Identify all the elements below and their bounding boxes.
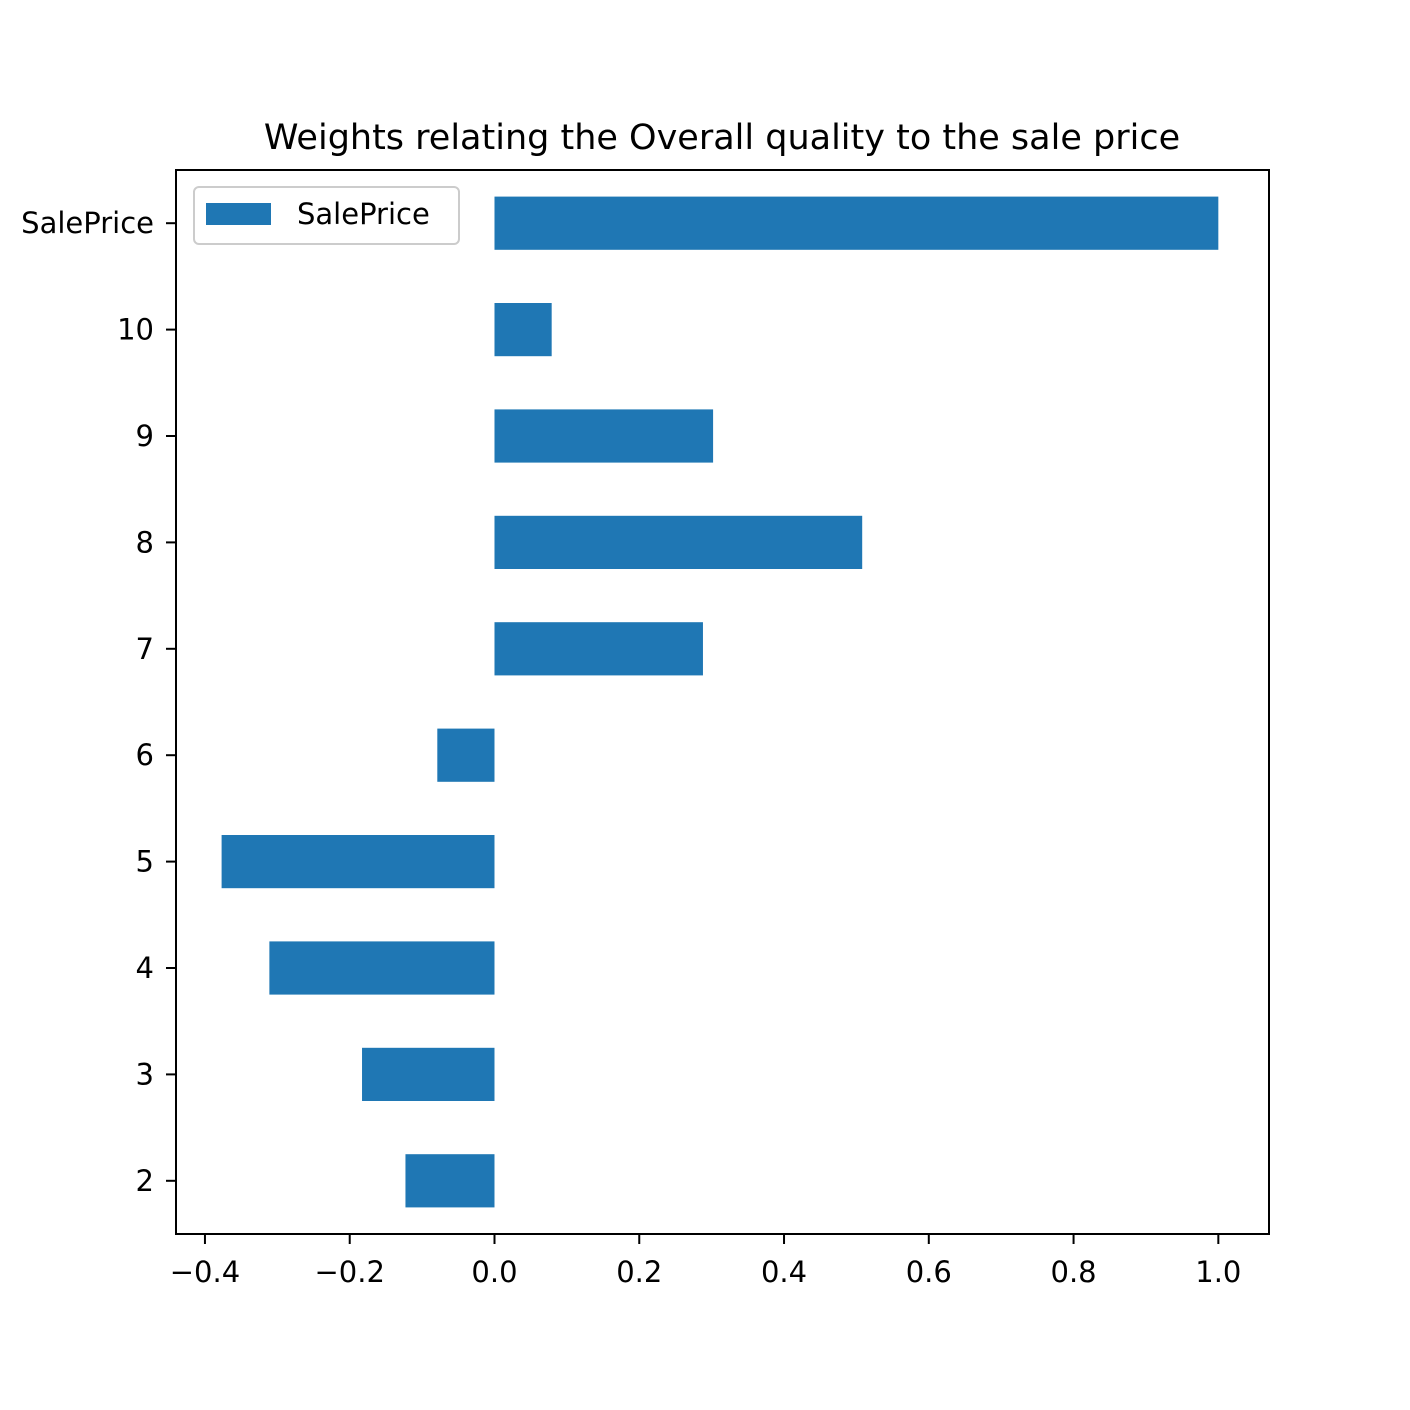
legend: SalePrice [193, 186, 460, 245]
legend-swatch [206, 203, 271, 225]
bar-2 [405, 1154, 495, 1208]
x-axis: −0.4 −0.2 0.0 0.2 0.4 0.6 0.8 1.0 [170, 1234, 1241, 1289]
y-tick-label: 7 [136, 632, 154, 666]
legend-box [193, 186, 460, 245]
bar-8 [494, 515, 863, 569]
bar-6 [437, 728, 495, 782]
y-axis: 2 3 4 5 6 7 8 9 10 SalePrice [21, 206, 176, 1198]
bar-10 [494, 303, 552, 357]
y-tick-label: 10 [117, 313, 154, 347]
legend-label: SalePrice [297, 197, 430, 231]
y-tick-label: SalePrice [21, 206, 154, 240]
x-tick-label: −0.2 [315, 1255, 385, 1289]
y-tick-label: 8 [136, 525, 154, 559]
y-tick-label: 4 [136, 951, 154, 985]
x-tick-label: −0.4 [170, 1255, 240, 1289]
bar-5 [221, 835, 495, 889]
bar-3 [362, 1047, 495, 1101]
bars-layer [221, 196, 1219, 1208]
bar-9 [494, 409, 714, 463]
chart-title: Weights relating the Overall quality to … [264, 118, 1180, 158]
x-tick-label: 0.4 [761, 1255, 807, 1289]
bar-7 [494, 622, 703, 676]
y-tick-label: 9 [136, 419, 154, 453]
y-tick-label: 5 [136, 845, 154, 879]
y-tick-label: 3 [136, 1057, 154, 1091]
y-tick-label: 6 [136, 738, 154, 772]
x-tick-label: 1.0 [1195, 1255, 1241, 1289]
bar-saleprice [494, 196, 1219, 250]
x-tick-label: 0.0 [471, 1255, 517, 1289]
x-tick-label: 0.6 [906, 1255, 952, 1289]
bar-4 [269, 941, 495, 995]
x-tick-label: 0.2 [616, 1255, 662, 1289]
y-tick-label: 2 [136, 1164, 154, 1198]
x-tick-label: 0.8 [1051, 1255, 1097, 1289]
plot-frame [175, 169, 1270, 1235]
